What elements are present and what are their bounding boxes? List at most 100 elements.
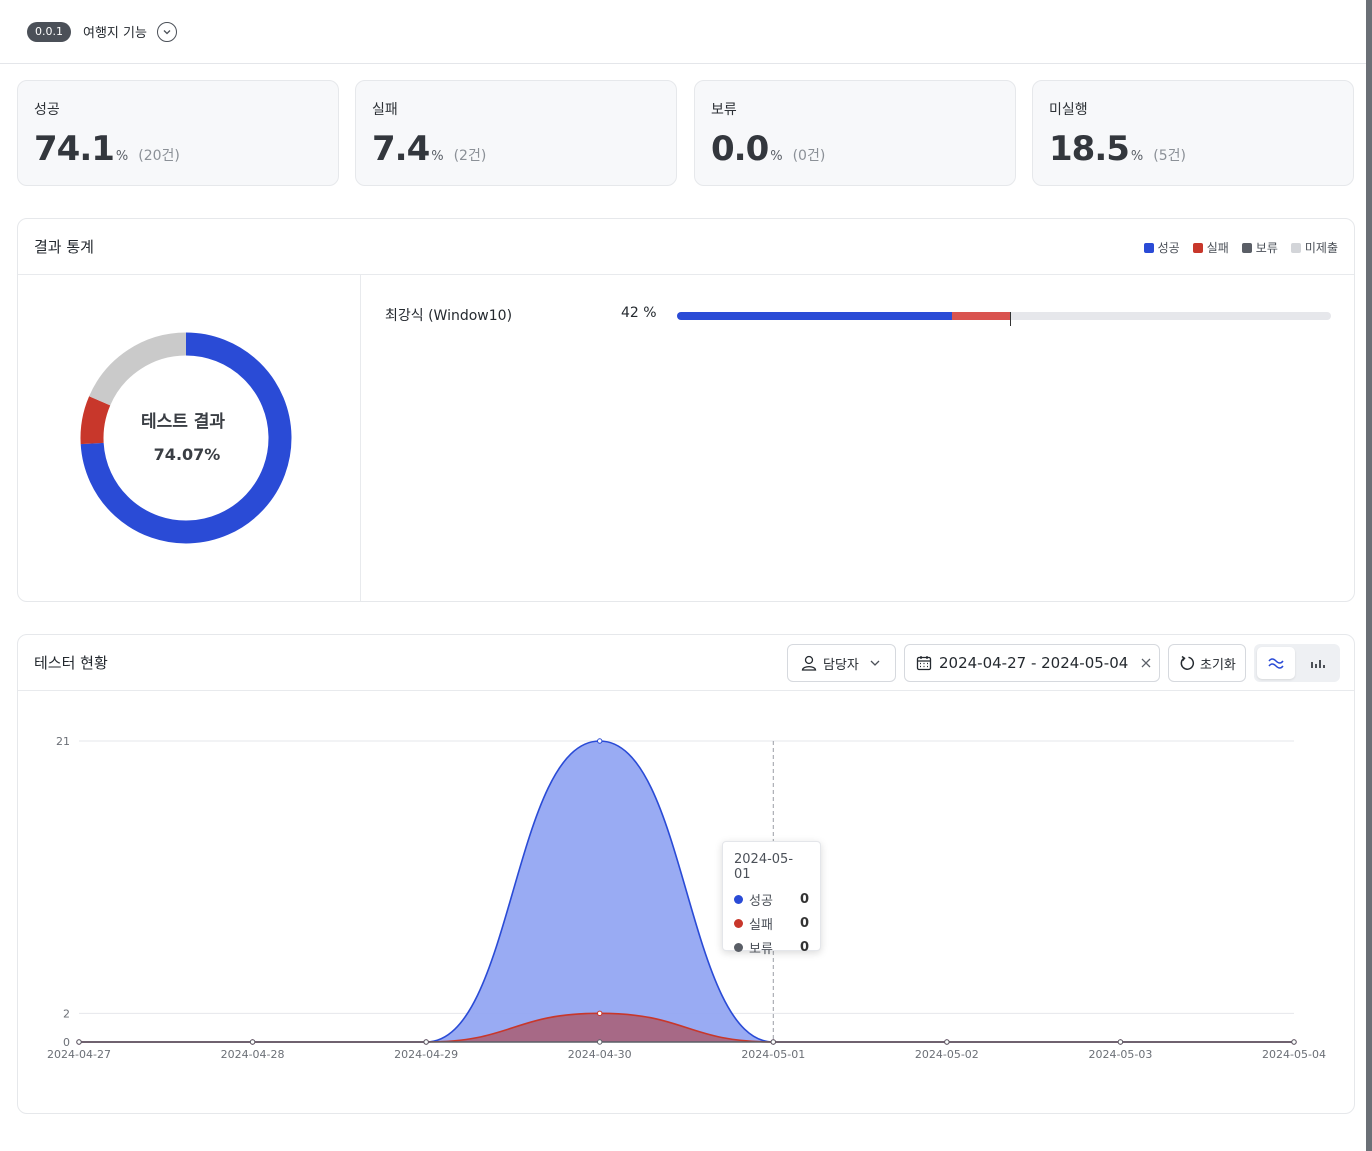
x-tick-label: 2024-05-02	[915, 1048, 979, 1061]
date-range-picker[interactable]: 2024-04-27 - 2024-05-04	[904, 644, 1160, 682]
y-tick-label: 2	[63, 1007, 70, 1020]
data-point-보류[interactable]	[76, 1039, 82, 1045]
stat-card-failure: 실패 7.4 % (2건)	[355, 80, 677, 186]
tooltip-row: 성공 0	[734, 887, 809, 911]
assignee-select[interactable]: 담당자	[787, 644, 896, 682]
tooltip-label: 실패	[749, 917, 773, 933]
reset-button[interactable]: 초기화	[1168, 644, 1246, 682]
card-title: 결과 통계	[34, 238, 94, 256]
refresh-icon	[1180, 655, 1195, 670]
legend-swatch	[1192, 242, 1203, 253]
legend-label: 미제출	[1304, 241, 1338, 255]
stat-unit: %	[1130, 149, 1144, 164]
tooltip-dot	[734, 918, 743, 928]
chevron-down-icon	[163, 29, 171, 34]
stat-count: (20건)	[138, 148, 180, 164]
stat-unit: %	[431, 149, 444, 164]
legend: 성공 실패 보류 미제출	[1143, 239, 1338, 256]
date-range-value: 2024-04-27 - 2024-05-04	[939, 654, 1129, 672]
line-chart-icon	[1268, 658, 1284, 669]
tooltip-value: 0	[799, 891, 809, 907]
donut-percent: 74.07%	[153, 445, 221, 464]
data-point-보류[interactable]	[1291, 1039, 1297, 1045]
version-badge[interactable]: 0.0.1	[27, 21, 71, 42]
environment-progress-bar	[677, 312, 1331, 320]
close-icon[interactable]	[1140, 657, 1152, 669]
donut-slice-성공[interactable]	[80, 332, 292, 544]
line-chart-toggle[interactable]	[1257, 647, 1295, 679]
donut-title: 테스트 결과	[140, 412, 226, 432]
legend-label: 보류	[1255, 241, 1278, 255]
stat-card-not-run: 미실행 18.5 % (5건)	[1032, 80, 1354, 186]
progress-failure-segment	[951, 312, 1011, 320]
stat-card-hold: 보류 0.0 % (0건)	[694, 80, 1016, 186]
x-tick-label: 2024-05-04	[1262, 1048, 1326, 1061]
legend-swatch	[1290, 242, 1301, 253]
tooltip-row: 실패 0	[734, 911, 809, 935]
x-tick-label: 2024-05-01	[741, 1048, 805, 1061]
data-point-보류[interactable]	[944, 1039, 950, 1045]
stat-count: (0건)	[792, 148, 826, 164]
top-bar: 0.0.1 여행지 기능	[0, 0, 1366, 64]
stat-label: 성공	[34, 102, 60, 118]
x-tick-label: 2024-04-29	[394, 1048, 458, 1061]
stat-card-success: 성공 74.1 % (20건)	[17, 80, 339, 186]
bar-chart-icon	[1311, 660, 1325, 668]
chart-type-toggle	[1254, 644, 1340, 682]
data-point-실패[interactable]	[597, 1010, 603, 1017]
x-tick-label: 2024-05-03	[1088, 1048, 1152, 1061]
stat-value: 7.4	[372, 129, 430, 169]
assignee-label: 담당자	[823, 657, 859, 673]
donut-chart	[80, 332, 292, 544]
environment-percent: 42 %	[621, 305, 657, 321]
calendar-icon	[916, 656, 932, 671]
legend-item: 보류	[1241, 239, 1278, 256]
stat-unit: %	[770, 149, 783, 164]
x-tick-label: 2024-04-27	[47, 1048, 111, 1061]
legend-swatch	[1241, 242, 1252, 253]
stat-count: (2건)	[453, 148, 487, 164]
x-tick-label: 2024-04-28	[221, 1048, 285, 1061]
result-stats-card: 결과 통계 성공 실패 보류 미제출 테스트 결과 74.07% 최강식 (Wi…	[17, 218, 1355, 602]
stat-value: 74.1	[34, 129, 115, 169]
bar-chart-toggle[interactable]	[1299, 647, 1337, 679]
tooltip-dot	[734, 894, 743, 904]
text-cursor	[1010, 312, 1011, 326]
tester-area-chart: 0 2 21 2024-04-27 2024-04-28 2024-04-29 2024-0…	[47, 735, 1326, 1061]
tooltip-date: 2024-05-01	[734, 852, 794, 882]
chevron-down-icon	[870, 660, 880, 666]
tooltip-row: 보류 0	[734, 935, 809, 959]
stat-count: (5건)	[1153, 148, 1186, 164]
project-dropdown-button[interactable]	[156, 21, 177, 42]
legend-label: 실패	[1206, 241, 1229, 255]
tooltip-label: 성공	[749, 893, 773, 909]
stat-label: 실패	[372, 102, 398, 118]
reset-label: 초기화	[1200, 657, 1236, 673]
tester-status-card: 테스터 현황 담당자 2024-04-27 - 2024-05-04 초기화 0…	[17, 634, 1355, 1114]
legend-swatch	[1143, 242, 1154, 253]
tooltip-value: 0	[799, 939, 809, 955]
progress-success-segment	[677, 312, 952, 320]
tooltip-value: 0	[799, 915, 809, 931]
donut-slice-실패[interactable]	[80, 396, 111, 445]
legend-item: 미제출	[1290, 239, 1338, 256]
data-point-보류[interactable]	[249, 1039, 256, 1045]
legend-label: 성공	[1157, 241, 1180, 255]
legend-item: 실패	[1192, 239, 1229, 256]
stat-label: 미실행	[1049, 102, 1088, 118]
tooltip-dot	[734, 942, 743, 952]
environment-name: 최강식 (Window10)	[385, 308, 513, 324]
project-name: 여행지 기능	[83, 26, 147, 41]
stat-label: 보류	[711, 102, 737, 118]
data-point-보류[interactable]	[597, 1039, 603, 1045]
stat-value: 18.5	[1049, 129, 1130, 169]
data-point-보류[interactable]	[1117, 1039, 1124, 1045]
data-point-보류[interactable]	[770, 1039, 776, 1045]
window-edge	[1366, 0, 1372, 1151]
donut-slice-미제출[interactable]	[89, 332, 187, 406]
tooltip-label: 보류	[749, 941, 773, 957]
data-point-성공[interactable]	[597, 738, 603, 744]
y-tick-label: 21	[56, 735, 70, 748]
data-point-보류[interactable]	[423, 1039, 429, 1045]
donut-panel	[18, 275, 361, 601]
